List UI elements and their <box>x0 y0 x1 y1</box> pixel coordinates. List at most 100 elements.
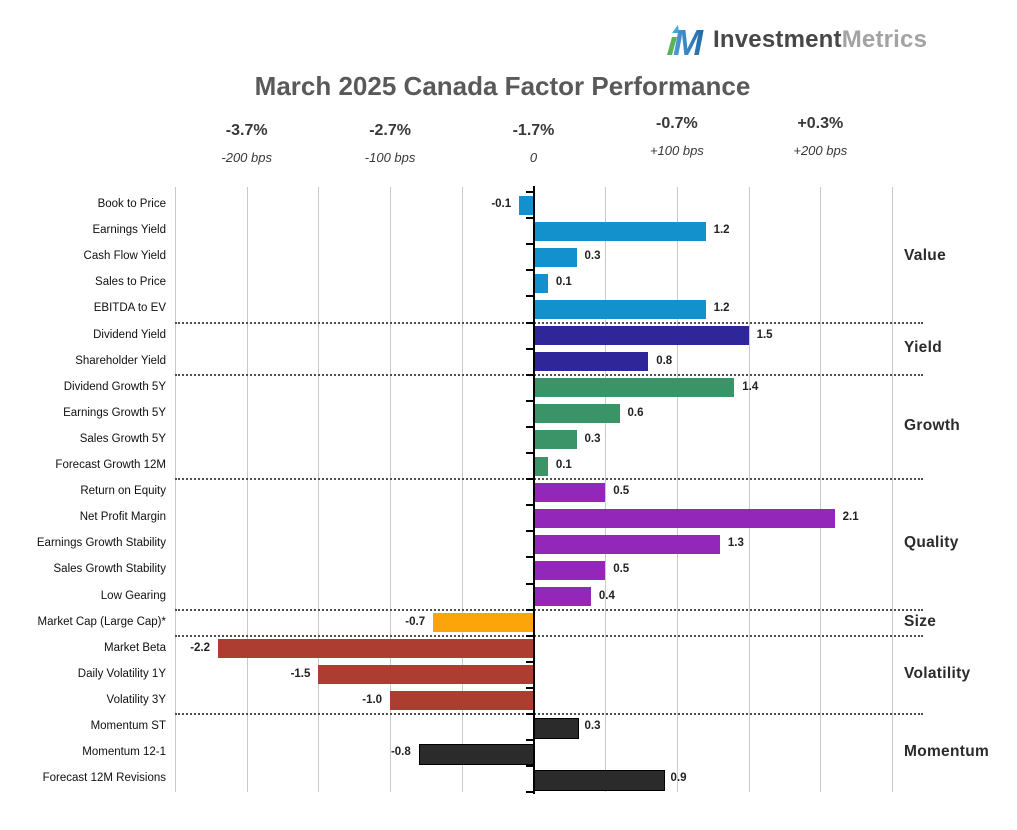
factor-label-shareholder-yield: Shareholder Yield <box>75 354 166 367</box>
group-separator <box>175 608 923 611</box>
factor-label-sales-growth-stability: Sales Growth Stability <box>53 563 167 576</box>
axis-percent-label: -0.7% <box>655 115 698 132</box>
factor-bar-forecast-growth-12m <box>533 456 548 476</box>
factor-bar-sales-growth-5y <box>533 430 577 450</box>
axis-tick <box>525 765 535 768</box>
axis-tick <box>525 530 535 533</box>
axis-tick <box>525 608 535 611</box>
axis-tick <box>525 373 535 376</box>
factor-value-market-cap-large-cap: -0.7 <box>405 615 426 628</box>
factor-value-ebitda-to-ev: 1.2 <box>713 302 730 315</box>
factor-label-market-beta: Market Beta <box>104 641 166 654</box>
group-label-quality: Quality <box>904 534 959 552</box>
axis-tick <box>525 217 535 220</box>
factor-bar-dividend-growth-5y <box>533 378 735 398</box>
factor-value-forecast-growth-12m: 0.1 <box>555 459 572 472</box>
factor-value-return-on-equity: 0.5 <box>613 485 630 498</box>
axis-tick <box>525 686 535 689</box>
axis-percent-label: -2.7% <box>369 122 411 139</box>
factor-value-volatility-3y: -1.0 <box>362 693 383 706</box>
gridline <box>676 187 678 793</box>
axis-percent-label: -3.7% <box>225 122 268 139</box>
factor-value-market-beta: -2.2 <box>190 641 211 654</box>
factor-bar-market-cap-large-cap <box>433 613 534 633</box>
group-label-growth: Growth <box>904 416 961 434</box>
gridline <box>461 187 463 793</box>
gridline <box>892 187 893 793</box>
axis-tick <box>525 713 535 715</box>
factor-bar-cash-flow-yield <box>533 247 577 267</box>
axis-tick <box>525 739 535 742</box>
factor-bar-market-beta <box>218 639 534 659</box>
axis-percent-label: +0.3% <box>797 115 844 132</box>
axis-bps-label: +200 bps <box>793 143 848 158</box>
factor-label-sales-growth-5y: Sales Growth 5Y <box>79 432 166 445</box>
chart-title: March 2025 Canada Factor Performance <box>254 71 751 101</box>
factor-bar-sales-growth-stability <box>533 560 606 580</box>
factor-bar-earnings-yield <box>533 221 706 241</box>
factor-value-low-gearing: 0.4 <box>598 589 615 602</box>
factor-bar-return-on-equity <box>533 482 606 502</box>
group-separator <box>175 634 923 637</box>
axis-tick <box>525 347 535 350</box>
axis-bps-label: 0 <box>529 150 538 165</box>
factor-label-forecast-growth-12m: Forecast Growth 12M <box>55 459 166 472</box>
logo-wordmark: InvestmentMetrics <box>713 26 927 54</box>
factor-label-dividend-growth-5y: Dividend Growth 5Y <box>63 380 166 393</box>
logo-wordmark-investment: Investment <box>713 26 842 53</box>
gridline <box>318 187 320 793</box>
factor-label-momentum-st: Momentum ST <box>90 720 166 733</box>
factor-label-ebitda-to-ev: EBITDA to EV <box>93 302 166 315</box>
factor-bar-daily-volatility-1y <box>318 665 534 685</box>
factor-bar-momentum-12-1 <box>418 743 536 765</box>
factor-bar-earnings-growth-5y <box>533 404 620 424</box>
factor-value-sales-to-price: 0.1 <box>555 276 572 289</box>
factor-label-volatility-3y: Volatility 3Y <box>106 693 166 706</box>
axis-tick <box>525 791 535 794</box>
group-label-value: Value <box>904 247 946 265</box>
factor-label-daily-volatility-1y: Daily Volatility 1Y <box>77 667 166 680</box>
axis-tick <box>525 269 535 272</box>
factor-value-momentum-st: 0.3 <box>584 720 601 733</box>
factor-label-book-to-price: Book to Price <box>97 198 166 211</box>
group-label-yield: Yield <box>904 338 942 356</box>
axis-tick <box>525 556 535 559</box>
logo-wordmark-metrics: Metrics <box>841 26 928 53</box>
gridline <box>820 187 822 793</box>
axis-tick <box>525 504 535 507</box>
factor-label-market-cap-large-cap: Market Cap (Large Cap)* <box>37 615 166 628</box>
axis-tick <box>525 660 535 663</box>
factor-label-earnings-yield: Earnings Yield <box>92 224 166 237</box>
factor-value-shareholder-yield: 0.8 <box>656 354 673 367</box>
axis-tick <box>525 582 535 585</box>
axis-tick <box>525 191 535 193</box>
investment-metrics-iM-icon: M <box>667 22 704 60</box>
factor-value-dividend-yield: 1.5 <box>756 328 773 341</box>
factor-value-sales-growth-5y: 0.3 <box>584 432 601 445</box>
factor-label-low-gearing: Low Gearing <box>100 589 166 602</box>
axis-tick <box>525 399 535 402</box>
gridline <box>605 187 607 793</box>
factor-label-sales-to-price: Sales to Price <box>95 276 166 289</box>
factor-bar-book-to-price <box>519 195 534 215</box>
axis-tick <box>525 295 535 298</box>
factor-value-net-profit-margin: 2.1 <box>842 511 859 524</box>
factor-label-net-profit-margin: Net Profit Margin <box>79 511 166 524</box>
axis-bps-label: -100 bps <box>364 150 416 165</box>
group-label-size: Size <box>904 612 937 630</box>
factor-label-dividend-yield: Dividend Yield <box>93 328 166 341</box>
gridline <box>748 187 750 793</box>
factor-value-sales-growth-stability: 0.5 <box>613 563 630 576</box>
factor-value-earnings-growth-5y: 0.6 <box>627 406 644 419</box>
factor-bar-earnings-growth-stability <box>533 534 720 554</box>
factor-bar-shareholder-yield <box>533 352 649 372</box>
group-separator <box>175 713 923 715</box>
factor-value-daily-volatility-1y: -1.5 <box>290 667 311 680</box>
factor-bar-sales-to-price <box>533 273 548 293</box>
axis-tick <box>525 634 535 637</box>
factor-value-dividend-growth-5y: 1.4 <box>742 380 759 393</box>
factor-value-forecast-12m-revisions: 0.9 <box>670 772 687 785</box>
factor-value-earnings-growth-stability: 1.3 <box>727 537 744 550</box>
factor-label-return-on-equity: Return on Equity <box>80 485 166 498</box>
